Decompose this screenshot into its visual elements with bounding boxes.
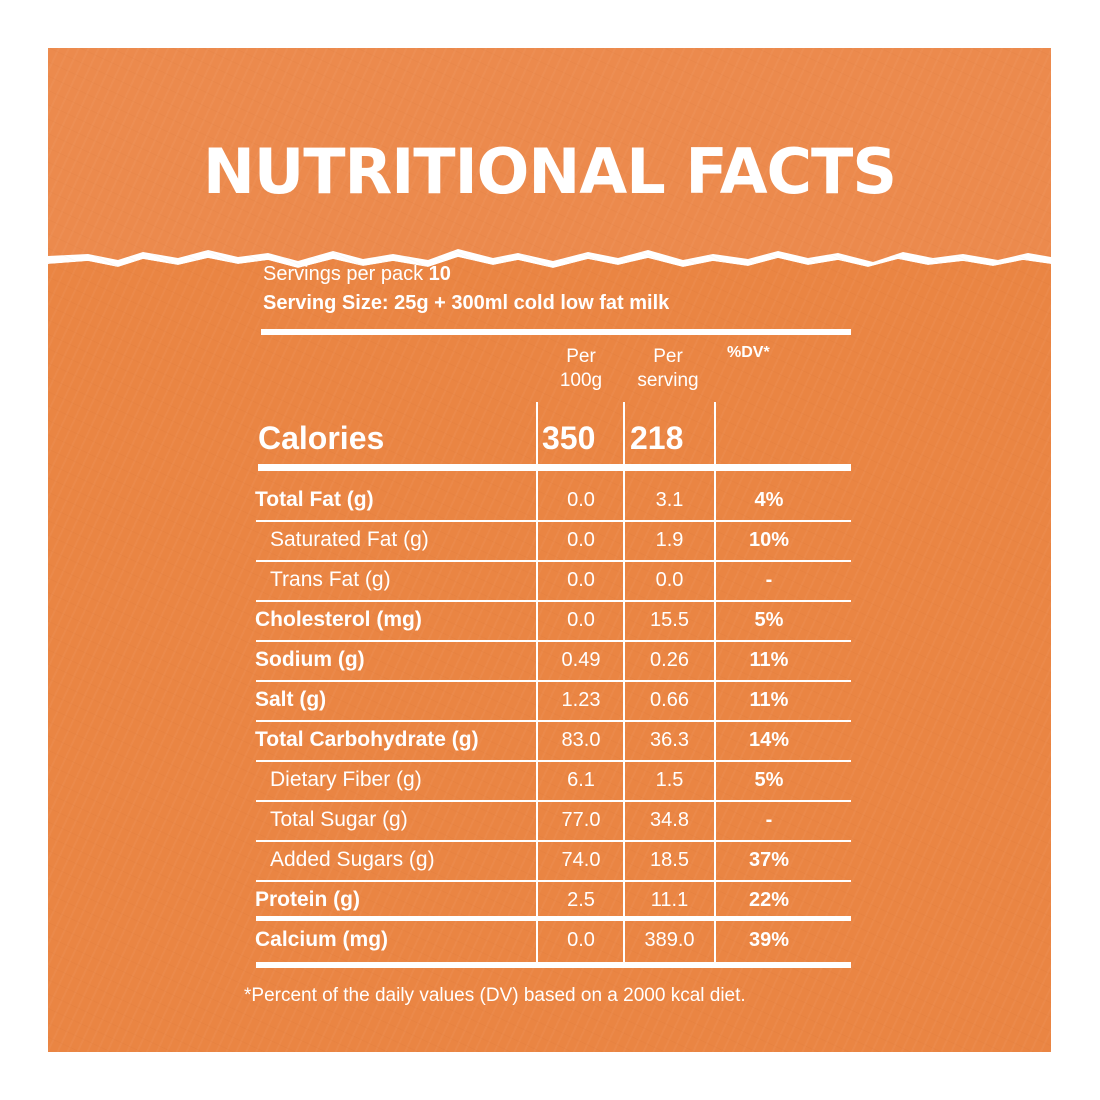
row-rule [256,880,851,882]
table-row-total-carbohydrate: Total Carbohydrate (g) 83.0 36.3 14% [48,720,1051,760]
col-header-dv: %DV* [727,344,770,361]
row-rule [256,720,851,722]
table-row-total-fat: Total Fat (g) 0.0 3.1 4% [48,480,1051,520]
row-per-serving: 0.0 [655,569,684,591]
row-rule [256,800,851,802]
row-rule [256,840,851,842]
row-per-100g: 6.1 [567,769,595,791]
page-title: NUTRITIONAL FACTS [202,135,897,208]
header-band [48,48,1051,278]
row-per-serving: 36.3 [650,729,689,751]
row-dv: - [765,809,773,831]
row-per-serving: 1.9 [655,529,684,551]
row-dv: 4% [754,489,784,511]
col-divider-3 [714,402,716,962]
table-row-cholesterol: Cholesterol (mg) 0.0 15.5 5% [48,600,1051,640]
row-dv: 22% [748,889,790,911]
row-per-100g: 0.0 [567,929,595,951]
row-rule [256,600,851,602]
row-dv: - [765,569,773,591]
col-divider-2 [623,402,625,962]
row-rule [256,560,851,562]
row-per-serving: 11.1 [650,889,689,911]
col-header-per-serving-line1: Per [653,346,683,367]
row-per-100g: 2.5 [567,889,595,911]
row-label: Sodium (g) [255,648,365,671]
nutrition-panel: NUTRITIONAL FACTS Servings per pack 10 S… [48,48,1051,1052]
row-rule [256,680,851,682]
col-header-per-100g-line1: Per [566,346,596,367]
serving-size: Serving Size: 25g + 300ml cold low fat m… [263,292,670,314]
table-row-dietary-fiber: Dietary Fiber (g) 6.1 1.5 5% [48,760,1051,800]
row-per-100g: 0.49 [561,649,601,671]
servings-per-pack: Servings per pack 10 [263,260,451,289]
bottom-rule [256,962,851,968]
calories-label: Calories [258,420,385,456]
row-rule [256,640,851,642]
col-header-per-serving-line2: serving [637,370,699,391]
row-per-100g: 1.23 [561,689,601,711]
row-per-100g: 83.0 [561,729,601,751]
row-per-100g: 77.0 [561,809,601,831]
row-per-100g: 0.0 [567,489,595,511]
table-row-saturated-fat: Saturated Fat (g) 0.0 1.9 10% [48,520,1051,560]
col-divider-1 [536,402,538,962]
table-row-calcium: Calcium (mg) 0.0 389.0 39% [48,920,1051,960]
row-per-100g: 0.0 [567,569,595,591]
row-label: Protein (g) [255,888,360,911]
row-label: Salt (g) [255,688,327,711]
table-row-salt: Salt (g) 1.23 0.66 11% [48,680,1051,720]
row-per-serving: 3.1 [655,489,684,511]
calories-per-serving: 218 [630,420,684,456]
row-per-serving: 34.8 [650,809,689,831]
protein-rule [256,916,851,921]
row-rule [256,520,851,522]
col-header-per-100g-line2: 100g [559,370,603,391]
row-per-serving: 389.0 [644,929,695,951]
row-label: Trans Fat (g) [270,568,391,591]
row-label: Cholesterol (mg) [255,608,422,631]
col-header-per-serving: Per serving [623,345,713,393]
row-dv: 14% [748,729,790,751]
calories-per-100g: 350 [542,420,596,456]
row-per-100g: 0.0 [567,529,595,551]
table-row-sodium: Sodium (g) 0.49 0.26 11% [48,640,1051,680]
row-label: Dietary Fiber (g) [270,768,422,791]
row-per-100g: 74.0 [561,849,601,871]
row-dv: 37% [748,849,790,871]
row-label: Added Sugars (g) [270,848,435,871]
calories-rule [258,464,851,471]
row-dv: 39% [748,929,790,951]
row-per-serving: 1.5 [655,769,684,791]
row-per-100g: 0.0 [567,609,595,631]
row-per-serving: 0.66 [650,689,689,711]
row-dv: 11% [749,649,789,671]
row-per-serving: 15.5 [650,609,689,631]
col-header-per-100g: Per 100g [536,345,626,393]
row-per-serving: 0.26 [650,649,689,671]
servings-label: Servings per pack [263,263,424,285]
row-label: Total Sugar (g) [270,808,408,831]
top-rule [261,329,851,335]
row-label: Total Fat (g) [255,488,374,511]
row-rule [256,760,851,762]
row-per-serving: 18.5 [650,849,689,871]
table-row-added-sugars: Added Sugars (g) 74.0 18.5 37% [48,840,1051,880]
servings-value: 10 [428,263,451,285]
row-dv: 11% [749,689,789,711]
torn-paper-edge [48,249,1051,286]
row-label: Total Carbohydrate (g) [255,728,479,751]
row-label: Saturated Fat (g) [270,528,429,551]
row-dv: 5% [754,609,784,631]
row-label: Calcium (mg) [255,928,389,951]
footnote: *Percent of the daily values (DV) based … [244,985,746,1006]
row-dv: 10% [748,529,790,551]
table-row-trans-fat: Trans Fat (g) 0.0 0.0 - [48,560,1051,600]
facts-table: Servings per pack 10 Serving Size: 25g +… [48,48,1051,1052]
table-row-protein: Protein (g) 2.5 11.1 22% [48,880,1051,920]
table-row-total-sugar: Total Sugar (g) 77.0 34.8 - [48,800,1051,840]
row-dv: 5% [754,769,784,791]
